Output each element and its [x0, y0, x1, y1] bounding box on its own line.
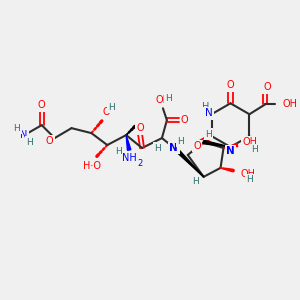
Polygon shape — [126, 135, 131, 150]
Text: N: N — [226, 146, 235, 156]
Polygon shape — [203, 140, 230, 147]
Polygon shape — [224, 144, 238, 148]
Text: H: H — [115, 148, 122, 157]
Text: N: N — [205, 108, 212, 118]
Text: H: H — [202, 102, 209, 112]
Text: N: N — [169, 143, 178, 153]
Text: OH: OH — [242, 137, 257, 147]
Text: O: O — [46, 136, 53, 146]
Text: H: H — [251, 146, 258, 154]
Text: H: H — [205, 130, 212, 139]
Text: O: O — [38, 100, 46, 110]
Text: OH: OH — [282, 99, 297, 109]
Text: H: H — [177, 136, 184, 146]
Text: H: H — [154, 143, 161, 152]
Text: H: H — [192, 177, 199, 186]
Text: O: O — [181, 115, 189, 125]
Text: O: O — [263, 82, 271, 92]
Text: OH: OH — [155, 95, 170, 105]
Text: H: H — [14, 124, 20, 133]
Text: H·O: H·O — [83, 161, 101, 171]
Polygon shape — [176, 149, 204, 177]
Text: 2: 2 — [137, 159, 143, 168]
Text: H: H — [108, 103, 115, 112]
Text: H: H — [246, 175, 253, 184]
Text: O: O — [227, 80, 234, 90]
Text: H: H — [26, 138, 33, 147]
Text: O: O — [194, 141, 201, 151]
Text: H: H — [166, 94, 172, 103]
Text: NH: NH — [122, 153, 136, 163]
Text: O: O — [103, 107, 110, 117]
Text: OH: OH — [240, 169, 255, 179]
Text: N: N — [20, 130, 28, 140]
Text: O: O — [136, 123, 144, 133]
